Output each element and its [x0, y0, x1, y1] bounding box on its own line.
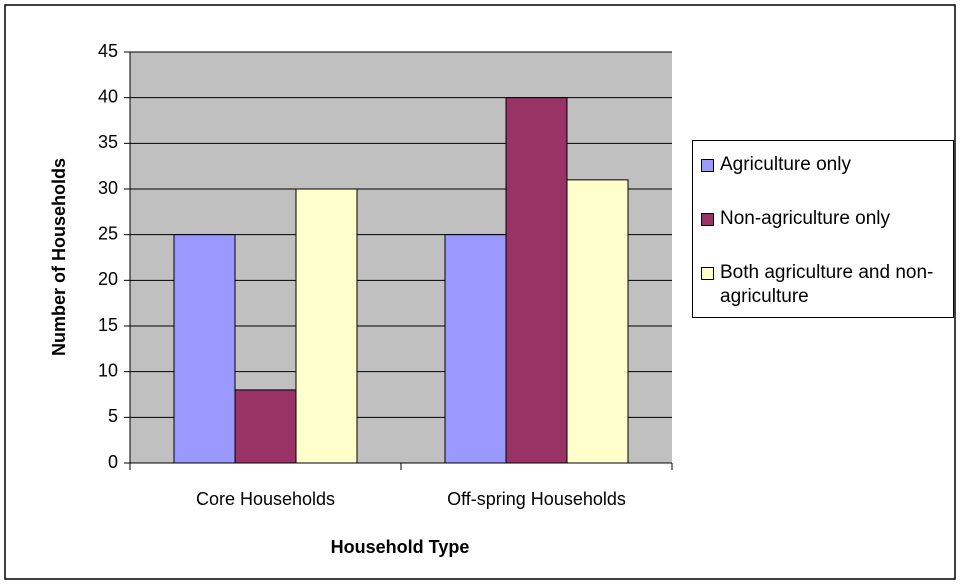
legend-swatch [701, 213, 714, 226]
y-tick-label: 15 [98, 315, 118, 335]
x-axis-title: Household Type [331, 537, 470, 557]
bar [566, 179, 629, 464]
y-tick-label: 0 [108, 452, 118, 472]
y-tick-label: 20 [98, 269, 118, 289]
y-tick-label: 40 [98, 86, 118, 106]
y-tick-label: 35 [98, 132, 118, 152]
bar [173, 234, 236, 464]
y-tick-label: 45 [98, 41, 118, 61]
legend-label: Agriculture only [720, 154, 851, 175]
x-tick-label: Core Households [196, 489, 335, 509]
legend-label: Non-agriculture only [720, 208, 891, 229]
legend-item: Non-agriculture only [701, 207, 953, 231]
legend-swatch [701, 267, 714, 280]
y-tick-label: 25 [98, 223, 118, 243]
bar [505, 97, 568, 464]
legend: Agriculture only Non-agriculture only Both… [692, 140, 954, 318]
x-tick-label: Off-spring Households [447, 489, 626, 509]
bar [444, 234, 507, 464]
y-tick-label: 5 [108, 406, 118, 426]
y-tick-label: 30 [98, 178, 118, 198]
legend-label: Both agriculture and non-agriculture [720, 262, 934, 307]
legend-item: Agriculture only [701, 153, 953, 177]
y-tick-label: 10 [98, 360, 118, 380]
y-axis-title: Number of Households [49, 158, 69, 356]
legend-swatch [701, 159, 714, 172]
legend-item: Both agriculture and non-agriculture [701, 261, 953, 309]
bar [234, 389, 297, 464]
bar [295, 188, 358, 464]
